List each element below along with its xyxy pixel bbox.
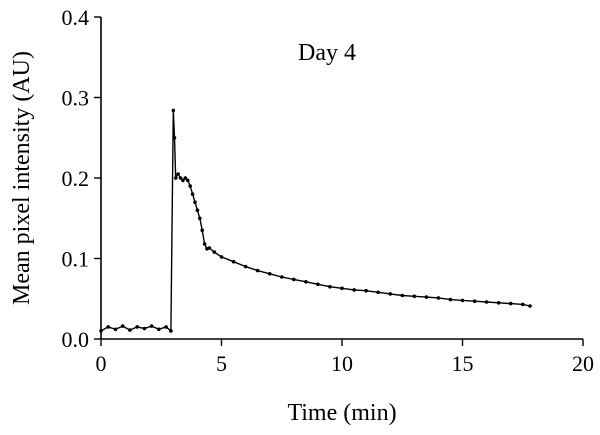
data-point	[202, 242, 207, 246]
y-ticks: 0.0 0.1 0.2 0.3 0.4	[62, 5, 101, 352]
data-point	[255, 268, 260, 273]
series-layer	[99, 108, 532, 333]
data-point	[460, 298, 465, 303]
data-point	[212, 250, 217, 254]
data-point	[181, 178, 185, 183]
data-point	[188, 184, 192, 188]
data-point	[364, 288, 368, 293]
data-point	[120, 324, 125, 328]
x-tick-label: 0	[96, 351, 107, 376]
x-ticks: 0 5 10 15 20	[96, 339, 594, 376]
y-tick-label: 0.0	[62, 327, 90, 352]
data-point	[176, 172, 180, 176]
data-point	[219, 255, 224, 259]
data-point	[328, 284, 332, 289]
data-point	[448, 297, 453, 302]
x-axis-title: Time (min)	[287, 400, 396, 426]
data-point	[528, 304, 532, 308]
data-point	[496, 301, 501, 305]
data-point	[157, 327, 161, 332]
data-point	[304, 280, 308, 284]
data-point	[508, 301, 513, 306]
y-tick-label: 0.4	[62, 5, 90, 30]
data-point	[164, 325, 168, 329]
data-point	[171, 108, 176, 113]
data-point	[173, 176, 178, 180]
series-line	[100, 110, 531, 333]
data-point	[280, 275, 284, 279]
y-axis-title: Mean pixel intensity (AU)	[9, 51, 35, 305]
data-point	[400, 293, 405, 298]
data-point	[472, 299, 477, 304]
data-point	[292, 277, 296, 282]
data-point	[352, 288, 356, 292]
y-tick-label: 0.3	[62, 86, 90, 111]
data-point	[142, 326, 147, 331]
data-point	[106, 325, 110, 329]
data-point	[267, 272, 272, 276]
data-point	[195, 208, 200, 212]
data-point	[231, 259, 236, 264]
data-point	[99, 329, 103, 333]
data-point	[172, 136, 177, 140]
data-point	[243, 264, 248, 269]
data-point	[424, 295, 429, 299]
data-point	[316, 282, 320, 287]
data-point	[135, 325, 139, 329]
x-tick-label: 10	[331, 351, 353, 376]
data-point	[198, 216, 202, 221]
data-point	[388, 292, 393, 296]
data-point	[436, 296, 441, 300]
data-point	[193, 200, 197, 204]
data-point	[340, 286, 344, 291]
data-point	[521, 302, 525, 307]
data-point	[412, 294, 417, 299]
y-tick-label: 0.2	[62, 166, 90, 191]
data-point	[149, 324, 154, 328]
data-point	[190, 192, 195, 196]
data-point	[113, 327, 118, 332]
data-point	[200, 228, 204, 233]
day-annotation: Day 4	[298, 40, 356, 66]
data-point	[376, 290, 380, 295]
data-point	[484, 300, 489, 304]
y-tick-label: 0.1	[62, 247, 90, 272]
x-tick-label: 5	[216, 351, 227, 376]
x-tick-label: 15	[452, 351, 474, 376]
data-point	[186, 178, 190, 183]
x-tick-label: 20	[572, 351, 594, 376]
data-point	[178, 176, 183, 180]
data-point	[169, 329, 173, 333]
data-point	[207, 246, 212, 250]
data-point	[128, 328, 132, 332]
data-point	[183, 176, 188, 180]
